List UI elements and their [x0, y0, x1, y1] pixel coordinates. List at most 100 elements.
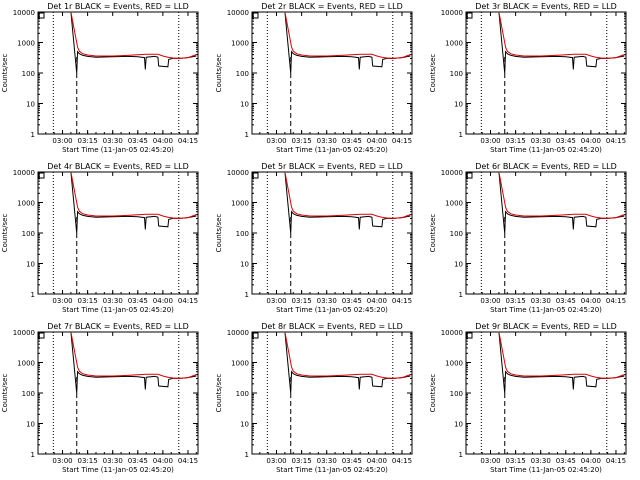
series-line-events: [498, 12, 625, 74]
y-tick-label: 1000: [231, 40, 249, 48]
corner-marker: [466, 332, 473, 339]
series-line-lld: [284, 332, 411, 379]
y-axis-label: Counts/sec: [1, 214, 9, 253]
y-tick-label: 10000: [441, 329, 463, 337]
x-tick-label: 04:00: [581, 457, 601, 465]
series-line-events: [284, 332, 411, 394]
x-tick-label: 03:00: [480, 457, 500, 465]
x-tick-label: 03:15: [506, 297, 526, 305]
x-tick-label: 03:30: [531, 137, 551, 145]
plot-frame: [465, 331, 627, 455]
x-tick-label: 03:15: [506, 137, 526, 145]
x-tick-label: 04:00: [581, 137, 601, 145]
x-tick-label: 04:15: [606, 137, 626, 145]
x-axis-label: Start Time (11-Jan-05 02:45:20): [490, 306, 602, 314]
y-tick-label: 1000: [231, 360, 249, 368]
y-tick-label: 1000: [445, 200, 463, 208]
y-tick-label: 1: [245, 291, 249, 299]
series-line-lld: [70, 332, 197, 379]
y-tick-label: 100: [22, 230, 35, 238]
detector-panel: Det 8r BLACK = Events, RED = LLD 1 10 100 10…: [215, 322, 413, 474]
y-tick-label: 1: [31, 451, 35, 459]
y-tick-label: 10000: [13, 329, 35, 337]
y-tick-label: 10: [454, 421, 463, 429]
x-tick-label: 03:15: [506, 457, 526, 465]
y-tick-label: 10: [454, 261, 463, 269]
x-tick-label: 04:15: [392, 137, 412, 145]
series-line-events: [284, 12, 411, 74]
panel-title: Det 3r BLACK = Events, RED = LLD: [475, 2, 617, 11]
x-tick-label: 04:00: [153, 137, 173, 145]
series-line-lld: [498, 172, 625, 219]
corner-marker: [38, 172, 45, 179]
x-tick-label: 03:15: [78, 297, 98, 305]
y-tick-label: 100: [22, 70, 35, 78]
x-axis-label: Start Time (11-Jan-05 02:45:20): [276, 146, 388, 154]
corner-marker: [466, 172, 473, 179]
y-tick-label: 10: [26, 421, 35, 429]
detector-panel: Det 9r BLACK = Events, RED = LLD 1 10 100 10…: [429, 322, 627, 474]
y-tick-label: 10000: [441, 9, 463, 17]
x-tick-label: 03:00: [480, 137, 500, 145]
y-tick-label: 100: [450, 230, 463, 238]
plot-frame: [251, 171, 413, 295]
x-tick-label: 03:45: [556, 457, 576, 465]
y-tick-label: 100: [450, 70, 463, 78]
y-tick-label: 10: [454, 101, 463, 109]
x-tick-label: 03:30: [103, 457, 123, 465]
plot-frame: [37, 171, 199, 295]
x-tick-label: 03:45: [128, 137, 148, 145]
plot-frame: [251, 331, 413, 455]
x-tick-label: 03:30: [531, 297, 551, 305]
x-tick-label: 04:00: [367, 137, 387, 145]
series-group: [284, 172, 411, 234]
plot-frame: [465, 11, 627, 135]
detector-panel: Det 5r BLACK = Events, RED = LLD 1 10 100 10…: [215, 162, 413, 314]
series-group: [70, 172, 197, 234]
y-tick-label: 100: [236, 230, 249, 238]
y-axis-label: Counts/sec: [215, 214, 223, 253]
series-line-lld: [70, 172, 197, 219]
x-axis-label: Start Time (11-Jan-05 02:45:20): [276, 306, 388, 314]
y-axis-label: Counts/sec: [215, 374, 223, 413]
x-tick-label: 04:15: [178, 297, 198, 305]
y-tick-label: 1000: [17, 40, 35, 48]
y-tick-label: 1: [459, 291, 463, 299]
x-tick-label: 03:00: [266, 297, 286, 305]
y-tick-label: 10000: [227, 329, 249, 337]
y-tick-label: 10: [26, 101, 35, 109]
panel-title: Det 5r BLACK = Events, RED = LLD: [261, 162, 403, 171]
y-tick-label: 1000: [445, 40, 463, 48]
y-axis-label: Counts/sec: [429, 374, 437, 413]
detector-panel: Det 6r BLACK = Events, RED = LLD 1 10 100 10…: [429, 162, 627, 314]
corner-marker: [252, 332, 259, 339]
y-tick-label: 1: [31, 131, 35, 139]
y-tick-label: 10: [240, 261, 249, 269]
x-tick-label: 04:00: [153, 457, 173, 465]
y-tick-label: 10: [26, 261, 35, 269]
x-axis-label: Start Time (11-Jan-05 02:45:20): [62, 466, 174, 474]
x-tick-label: 03:00: [266, 137, 286, 145]
x-axis-label: Start Time (11-Jan-05 02:45:20): [490, 466, 602, 474]
y-tick-label: 100: [236, 390, 249, 398]
series-line-lld: [498, 332, 625, 379]
x-tick-label: 03:30: [103, 297, 123, 305]
y-tick-label: 10000: [13, 9, 35, 17]
series-group: [498, 332, 625, 394]
y-tick-label: 100: [236, 70, 249, 78]
x-tick-label: 04:15: [392, 297, 412, 305]
y-tick-label: 10000: [227, 169, 249, 177]
x-tick-label: 03:45: [342, 137, 362, 145]
panel-title: Det 8r BLACK = Events, RED = LLD: [261, 322, 403, 331]
series-group: [498, 172, 625, 234]
detector-panel: Det 7r BLACK = Events, RED = LLD 1 10 100 10…: [1, 322, 199, 474]
x-tick-label: 03:30: [103, 137, 123, 145]
x-tick-label: 03:15: [292, 137, 312, 145]
corner-marker: [252, 172, 259, 179]
panel-title: Det 9r BLACK = Events, RED = LLD: [475, 322, 617, 331]
series-group: [70, 12, 197, 74]
x-tick-label: 04:15: [606, 297, 626, 305]
y-tick-label: 10000: [227, 9, 249, 17]
x-axis-label: Start Time (11-Jan-05 02:45:20): [62, 306, 174, 314]
series-line-events: [284, 172, 411, 234]
